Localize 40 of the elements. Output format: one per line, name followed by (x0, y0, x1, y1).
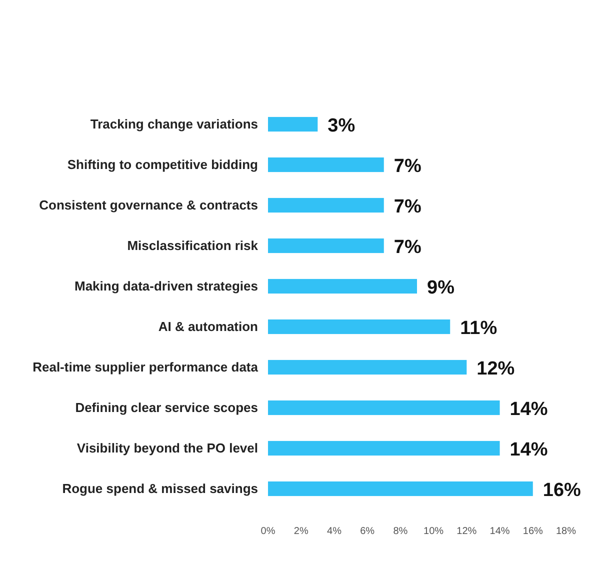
x-tick-label: 0% (260, 526, 276, 538)
y-tick-label: AI & automation (158, 318, 258, 334)
data-label: 3% (328, 115, 356, 136)
x-tick-label: 10% (424, 526, 444, 538)
bar (268, 157, 384, 172)
bar (268, 481, 533, 496)
x-tick-label: 2% (294, 526, 308, 538)
bar (268, 238, 384, 254)
y-tick-label: Real-time supplier performance data (32, 359, 259, 374)
data-label: 7% (394, 236, 422, 258)
bar (268, 116, 318, 132)
y-tick-label: Consistent governance & contracts (39, 197, 258, 212)
bar (268, 400, 500, 416)
bar (268, 440, 500, 456)
y-tick-label: Rogue spend & missed savings (62, 480, 258, 496)
bar (268, 319, 450, 334)
x-tick-label: 8% (393, 526, 408, 538)
data-label: 16% (542, 480, 582, 501)
data-label: 12% (476, 358, 515, 380)
bar (268, 278, 417, 294)
data-label: 14% (510, 439, 548, 460)
data-label: 9% (427, 277, 455, 298)
x-tick-label: 14% (490, 526, 510, 538)
y-tick-label: Shifting to competitive bidding (67, 156, 258, 172)
bar (268, 360, 467, 375)
data-label: 7% (394, 196, 422, 218)
data-label: 11% (460, 318, 498, 339)
x-tick-label: 4% (326, 526, 342, 538)
data-label: 7% (394, 156, 422, 177)
x-tick-label: 18% (556, 526, 576, 538)
y-tick-label: Tracking change variations (90, 116, 258, 132)
x-tick-label: 12% (456, 526, 477, 538)
y-tick-label: Misclassification risk (127, 238, 259, 253)
data-label: 14% (510, 398, 548, 420)
y-tick-label: Making data-driven strategies (74, 278, 258, 294)
bar (268, 198, 384, 213)
y-tick-label: Visibility beyond the PO level (76, 440, 258, 456)
y-tick-label: Defining clear service scopes (75, 400, 258, 415)
x-tick-label: 6% (360, 526, 375, 538)
x-tick-label: 16% (522, 526, 544, 538)
